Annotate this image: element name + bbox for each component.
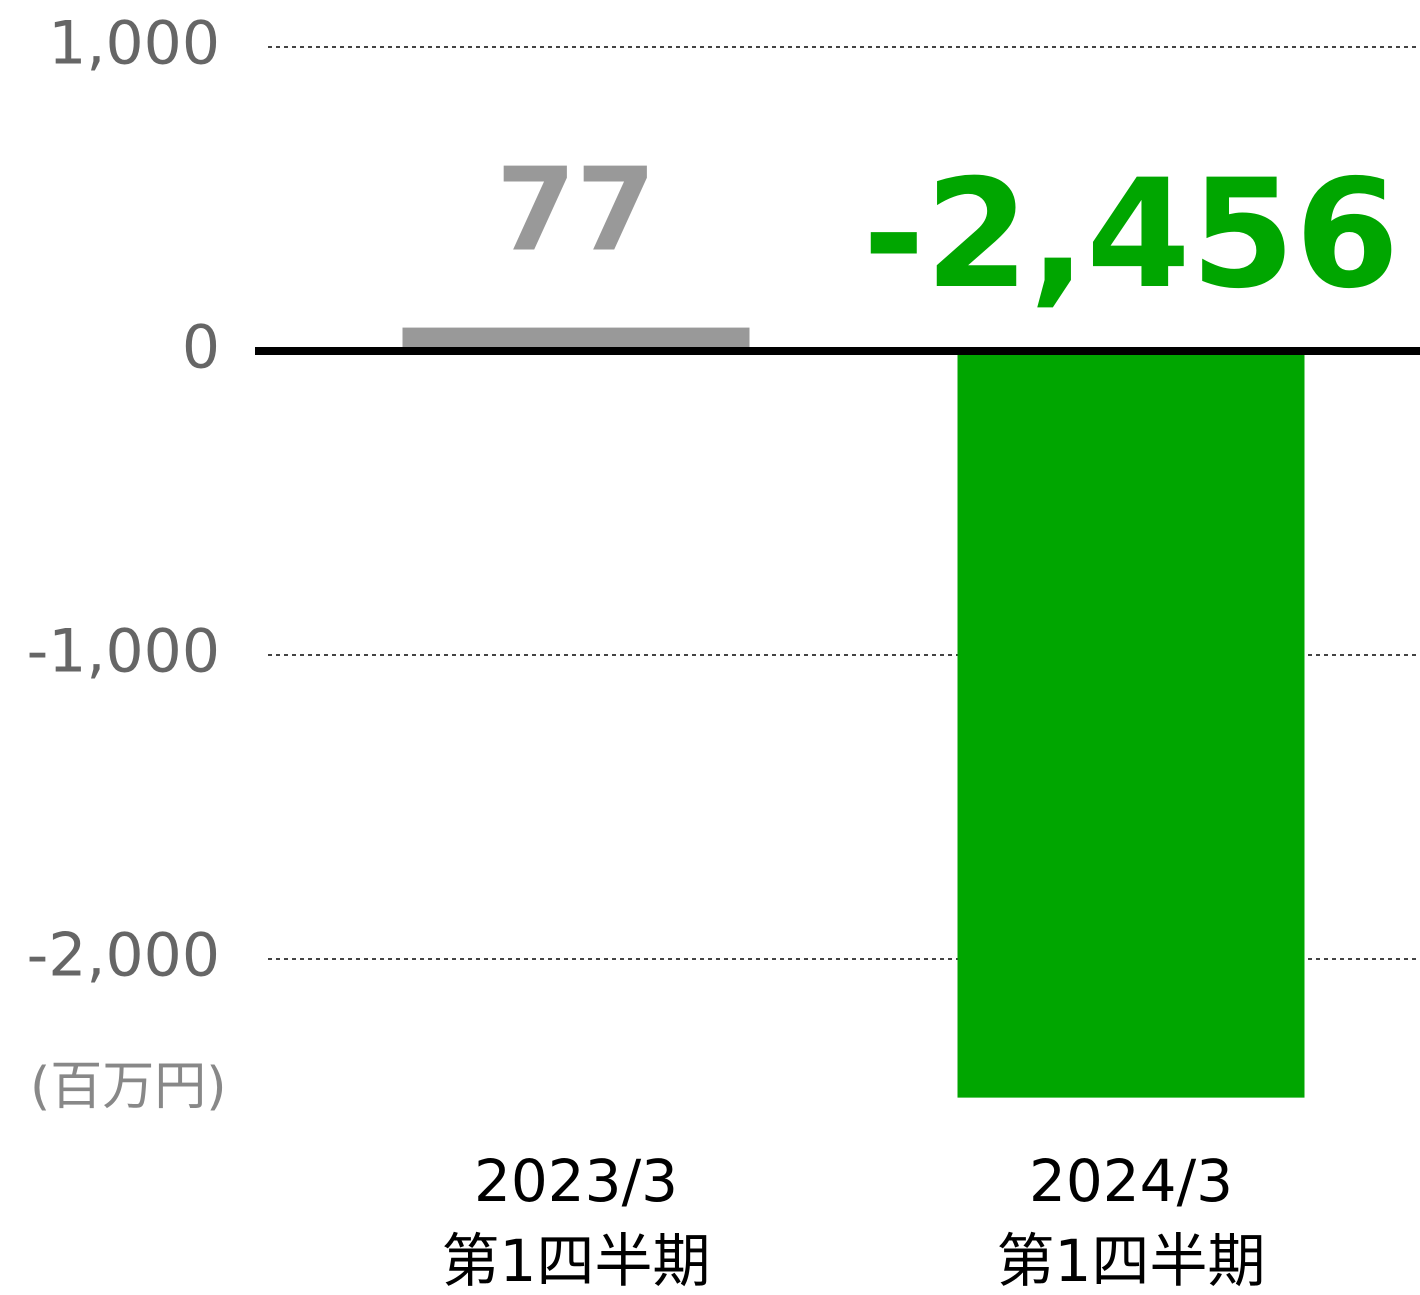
x-tick-label: 2024/3 (1029, 1147, 1233, 1215)
bar (957, 351, 1305, 1098)
x-tick-label: 第1四半期 (997, 1227, 1266, 1295)
y-tick-label: 1,000 (48, 9, 220, 79)
value-label: -2,456 (863, 148, 1400, 322)
bar (402, 327, 750, 351)
y-unit-label: (百万円) (30, 1057, 227, 1117)
x-tick-label: 2023/3 (474, 1147, 678, 1215)
x-tick-label: 第1四半期 (442, 1227, 711, 1295)
y-tick-label: -1,000 (27, 617, 220, 687)
y-tick-label: -2,000 (27, 921, 220, 991)
y-tick-label: 0 (182, 313, 220, 383)
value-label: 77 (496, 144, 656, 278)
